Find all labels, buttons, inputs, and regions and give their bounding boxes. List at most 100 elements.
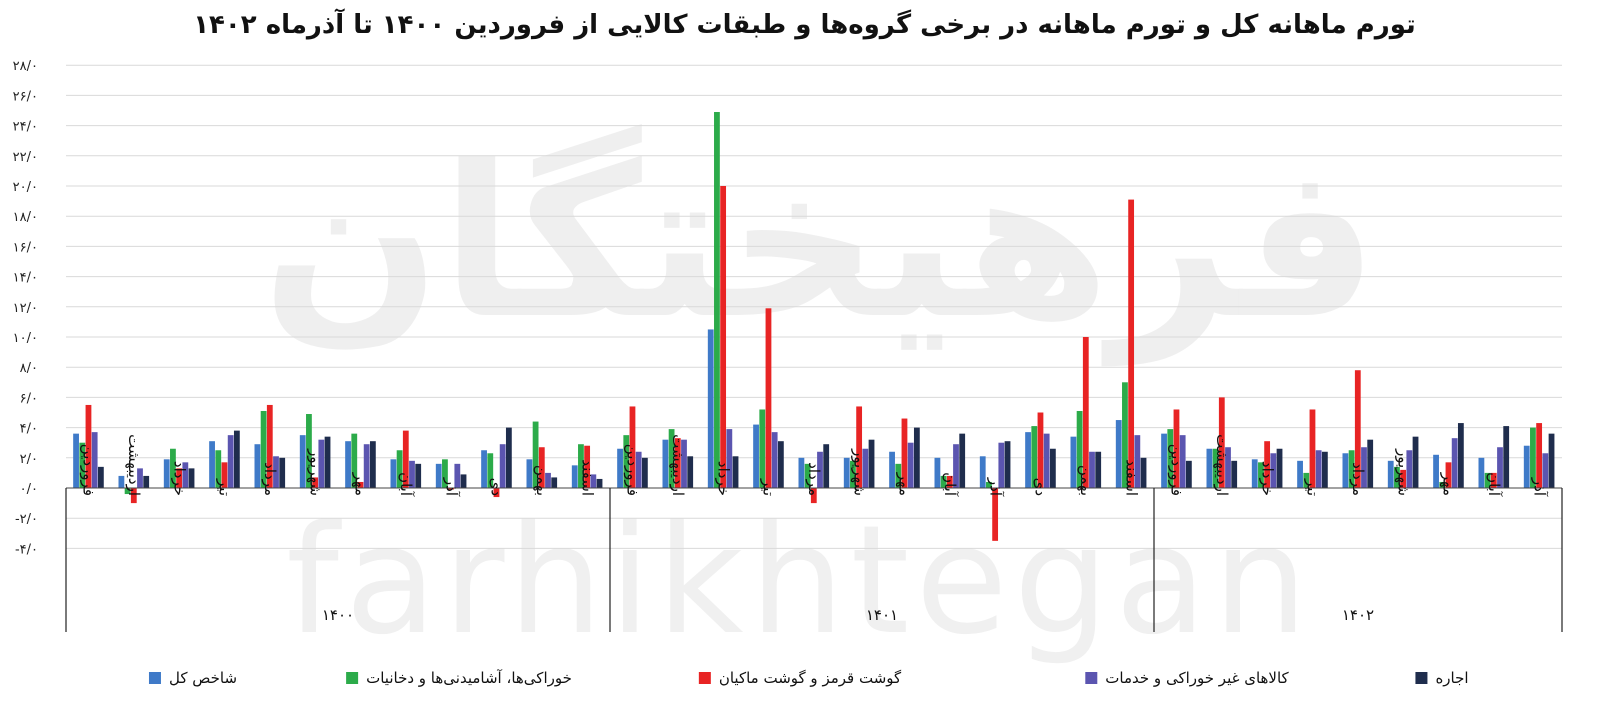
x-tick-label: مرداد (1349, 462, 1367, 496)
bar (124, 488, 131, 495)
bar (856, 406, 863, 488)
bar (481, 450, 487, 488)
bar (1503, 426, 1510, 488)
watermark: فرهیختگان farhikhtegan (262, 120, 1379, 668)
legend-item: شاخص کل (148, 669, 238, 687)
bar (260, 410, 267, 488)
bar (907, 442, 914, 488)
bar (895, 463, 902, 488)
bar (1115, 420, 1122, 488)
x-tick-label: آذر (1530, 477, 1548, 497)
bar (1497, 447, 1503, 488)
watermark-latin: farhikhtegan (286, 494, 1314, 668)
bar (538, 447, 545, 488)
bar (732, 456, 739, 488)
bar (1412, 436, 1419, 488)
bar (946, 475, 953, 488)
bar (1297, 460, 1303, 488)
bar (629, 406, 636, 488)
y-tick-label: ۰/۰ (20, 482, 38, 497)
bar (402, 430, 409, 488)
bar (1089, 451, 1095, 488)
bar (1321, 451, 1328, 488)
bar (1354, 370, 1361, 488)
bar (1037, 412, 1044, 488)
bar (959, 433, 966, 488)
y-tick-label: ۶/۰ (20, 391, 38, 406)
bar (442, 459, 448, 488)
bar (590, 474, 597, 488)
bar (901, 418, 908, 488)
bar (435, 463, 442, 488)
chart-title: تورم ماهانه کل و تورم ماهانه در برخی گرو… (193, 10, 1416, 40)
bar (79, 442, 86, 488)
y-tick-label: ۲۰/۰ (13, 180, 38, 195)
bar (487, 453, 494, 488)
bar (1082, 337, 1089, 488)
legend-label: شاخص کل (168, 669, 238, 687)
bar (118, 475, 125, 488)
bar (1406, 450, 1413, 488)
bar (1231, 460, 1238, 488)
bar (1031, 426, 1038, 488)
bar (1251, 459, 1258, 488)
bar (681, 439, 687, 488)
bar (1536, 423, 1543, 488)
bar (182, 462, 189, 488)
y-tick-label: ۱۸/۰ (13, 210, 38, 225)
x-tick-label: فروردین (1168, 444, 1186, 496)
bar (1276, 448, 1283, 488)
legend-swatch (698, 672, 711, 684)
bar (415, 463, 422, 488)
bar (584, 445, 591, 488)
y-tick-label: ۲/۰ (20, 452, 38, 467)
x-tick-label: آبان (397, 472, 415, 497)
x-tick-label: مرداد (805, 462, 823, 496)
bar (934, 457, 941, 488)
bar (312, 477, 319, 488)
bar (351, 433, 358, 488)
bar (130, 488, 137, 504)
legend-label: کالاهای غیر خوراکی و خدمات (1105, 669, 1289, 687)
bar (1348, 450, 1355, 488)
bar (674, 438, 681, 488)
bar (279, 457, 286, 488)
y-tick-label: ۱۲/۰ (13, 301, 38, 316)
bar (1049, 448, 1056, 488)
x-tick-label: شهریور (306, 448, 324, 496)
bar (499, 444, 506, 488)
bar (771, 432, 778, 488)
x-tick-label: خرداد (1258, 461, 1276, 496)
y-tick-label: ۲۸/۰ (13, 59, 38, 74)
x-tick-label: خرداد (170, 461, 188, 496)
bar (163, 459, 170, 488)
bar (817, 451, 823, 488)
bar (578, 444, 584, 488)
bar (273, 456, 279, 488)
bar (1258, 462, 1264, 488)
bar (687, 456, 694, 488)
legend-item: گوشت قرمز و گوشت ماکیان (698, 669, 901, 687)
bar (532, 421, 539, 488)
bar (986, 481, 992, 488)
bar (233, 430, 240, 488)
bar (91, 432, 98, 488)
bar (1439, 481, 1446, 488)
bar (635, 451, 642, 488)
x-tick-label: فروردین (80, 444, 98, 496)
legend-swatch (148, 672, 161, 684)
bar (1530, 427, 1536, 488)
x-tick-label: تیر (216, 478, 234, 496)
bar (810, 488, 817, 504)
y-tick-label: -۲/۰ (15, 512, 38, 527)
legend: شاخص کل خوراکی‌ها، آشامیدنی‌ها و دخانیات گ… (0, 669, 1609, 693)
x-tick-label: تیر (1304, 478, 1322, 496)
year-group-label: ۱۴۰۲ (1342, 606, 1374, 624)
bar (1484, 472, 1491, 488)
watermark-logo: فرهیختگان (262, 120, 1379, 367)
bar (889, 451, 895, 488)
bar (1451, 438, 1458, 488)
bar (804, 463, 811, 488)
bar (662, 439, 669, 488)
x-tick-label: بهمن (1077, 465, 1095, 496)
